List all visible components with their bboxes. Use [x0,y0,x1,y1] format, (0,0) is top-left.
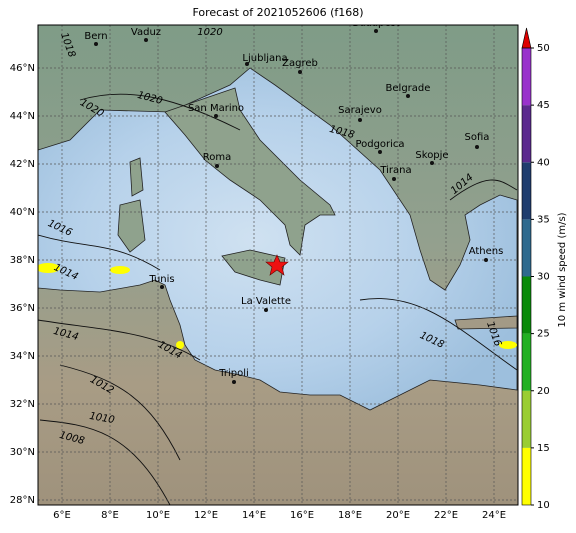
lon-tick-label: 14°E [242,510,266,521]
city-dot [232,380,236,384]
city-label: Sofia [465,132,490,143]
city-dot [484,258,488,262]
city-dot [160,285,164,289]
colorbar-tick-label: 50 [537,43,550,54]
wind-patch [499,341,517,349]
italy [164,87,336,256]
lat-tick-label: 30°N [10,447,35,458]
colorbar-tick-label: 40 [537,157,550,168]
city-dot [406,94,410,98]
lat-tick-label: 42°N [10,159,35,170]
wind-patch [110,266,130,274]
sardinia [117,199,146,253]
lat-tick-label: 46°N [10,63,35,74]
lat-tick-label: 40°N [10,207,35,218]
city-dot [378,150,382,154]
city-label: Belgrade [386,83,431,94]
colorbar-extend [521,27,532,49]
crete [454,315,518,330]
colorbar-tick-label: 20 [537,386,550,397]
lon-tick-label: 8°E [101,510,119,521]
colorbar-segment [522,390,531,448]
lat-tick-label: 38°N [10,255,35,266]
lon-tick-label: 6°E [53,510,71,521]
isobar [38,93,518,505]
city-label: Vaduz [131,27,161,38]
city-label: Budapest [352,18,399,29]
colorbar-tick-label: 25 [537,329,550,340]
colorbar-segment [522,447,531,505]
colorbar-segment [522,333,531,391]
colorbar-label: 10 m wind speed (m/s) [557,212,568,327]
city-dot [215,164,219,168]
colorbar-tick-label: 45 [537,100,550,111]
colorbar-segment [522,276,531,334]
city-dot [94,42,98,46]
colorbar-tick-label: 30 [537,272,550,283]
lat-tick-label: 36°N [10,303,35,314]
lon-tick-label: 20°E [386,510,410,521]
city-dot [298,70,302,74]
colorbar-tick-label: 35 [537,214,550,225]
colorbar-segment [522,48,531,106]
city-label: Sarajevo [338,105,382,116]
wind-patch [38,263,60,273]
colorbar-tick-label: 10 [537,500,550,511]
city-dot [392,177,396,181]
colorbar-segment [522,162,531,220]
wind-patch [176,341,184,349]
city-dot [475,145,479,149]
lon-tick-label: 12°E [194,510,218,521]
city-label: Tripoli [218,368,249,379]
colorbar-segment [522,105,531,163]
city-dot [430,161,434,165]
colorbar-segment [522,219,531,277]
city-label: La Valette [241,296,291,307]
lat-tick-label: 44°N [10,111,35,122]
title: Forecast of 2021052606 (f168) [192,6,363,19]
city-dot [245,62,249,66]
lat-tick-label: 34°N [10,351,35,362]
isobar-label: 1020 [197,27,222,38]
city-dot [214,114,218,118]
city-label: Ljubljana [242,53,287,64]
city-label: Athens [469,246,504,257]
city-label: Roma [203,152,232,163]
city-label: Tirana [379,165,411,176]
lon-tick-label: 18°E [338,510,362,521]
isobar-label: 1010 [88,411,115,426]
colorbar-tick-label: 15 [537,443,550,454]
lon-tick-label: 22°E [434,510,458,521]
city-dot [358,118,362,122]
city-dot [264,308,268,312]
city-label: Skopje [415,150,448,161]
corsica [129,157,144,197]
sicily [221,249,286,286]
star-marker [265,254,289,276]
city-label: Tunis [148,274,174,285]
city-dot [144,38,148,42]
lon-tick-label: 24°E [482,510,506,521]
map-frame [37,24,519,506]
city-label: Bern [84,31,107,42]
lon-tick-label: 16°E [290,510,314,521]
city-label: Podgorica [355,139,404,150]
lon-tick-label: 10°E [146,510,170,521]
city-label: Zagreb [282,58,318,69]
city-dot [374,29,378,33]
city-label: San Marino [188,103,244,114]
lat-tick-label: 28°N [10,495,35,506]
lat-tick-label: 32°N [10,399,35,410]
